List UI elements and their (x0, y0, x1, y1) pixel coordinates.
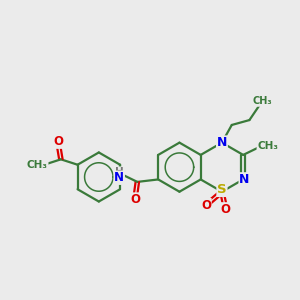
Text: O: O (220, 203, 231, 216)
Text: CH₃: CH₃ (253, 96, 272, 106)
Text: O: O (201, 199, 211, 212)
Text: CH₃: CH₃ (27, 160, 48, 170)
Text: CH₃: CH₃ (257, 141, 278, 151)
Text: N: N (217, 136, 227, 149)
Text: N: N (239, 173, 250, 186)
Text: O: O (130, 193, 140, 206)
Text: O: O (53, 135, 63, 148)
Text: S: S (217, 183, 227, 196)
Text: H: H (115, 167, 124, 177)
Text: N: N (114, 171, 124, 184)
